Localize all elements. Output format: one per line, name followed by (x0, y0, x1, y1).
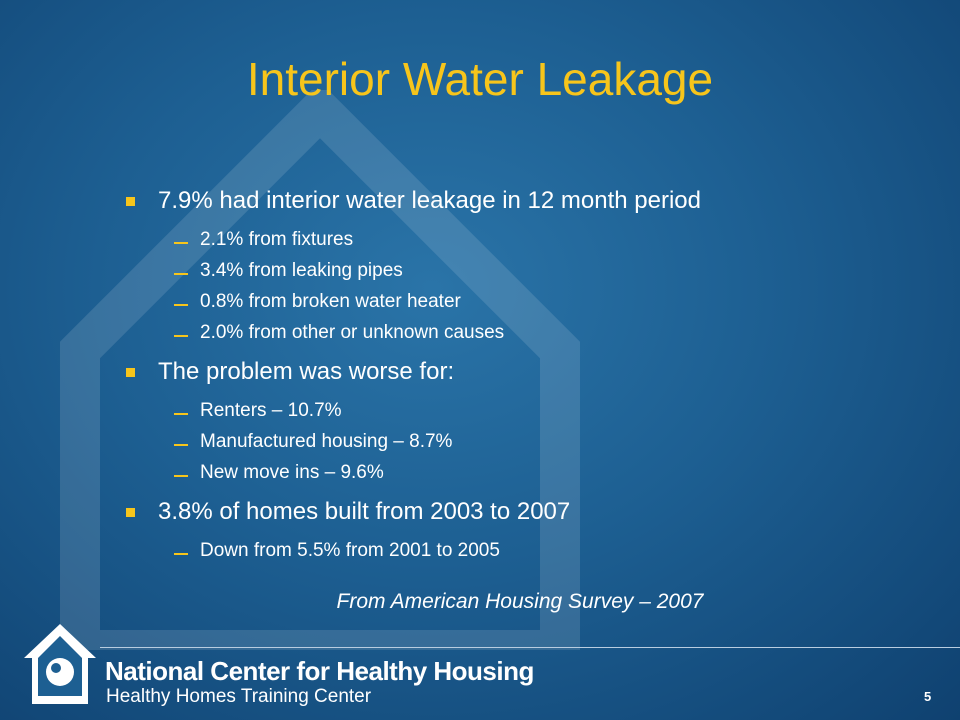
sub-bullet: Renters – 10.7% (174, 400, 342, 421)
sub-bullet: 0.8% from broken water heater (174, 291, 461, 312)
page-number: 5 (924, 689, 932, 704)
sub-bullet: New move ins – 9.6% (174, 462, 384, 483)
background-house (60, 90, 580, 650)
sub-bullet: 2.1% from fixtures (173, 229, 354, 250)
organization-subtitle: Healthy Homes Training Center (106, 686, 372, 707)
organization-name: National Center for Healthy Housing (105, 656, 534, 686)
bullet: 3.8% of homes built from 2003 to 2007 (125, 498, 571, 525)
slide-title: Interior Water Leakage (246, 53, 714, 105)
source-note: From American Housing Survey – 2007 (336, 590, 704, 613)
sub-bullet: Manufactured housing – 8.7% (173, 431, 453, 452)
sub-bullet: 3.4% from leaking pipes (174, 260, 403, 281)
footer-rule (100, 647, 960, 648)
bullet: 7.9% had interior water leakage in 12 mo… (126, 187, 701, 214)
sub-bullet: 2.0% from other or unknown causes (173, 322, 505, 343)
sub-bullet: Down from 5.5% from 2001 to 2005 (174, 540, 500, 561)
logo (24, 624, 96, 704)
bullet: The problem was worse for: (125, 358, 455, 385)
